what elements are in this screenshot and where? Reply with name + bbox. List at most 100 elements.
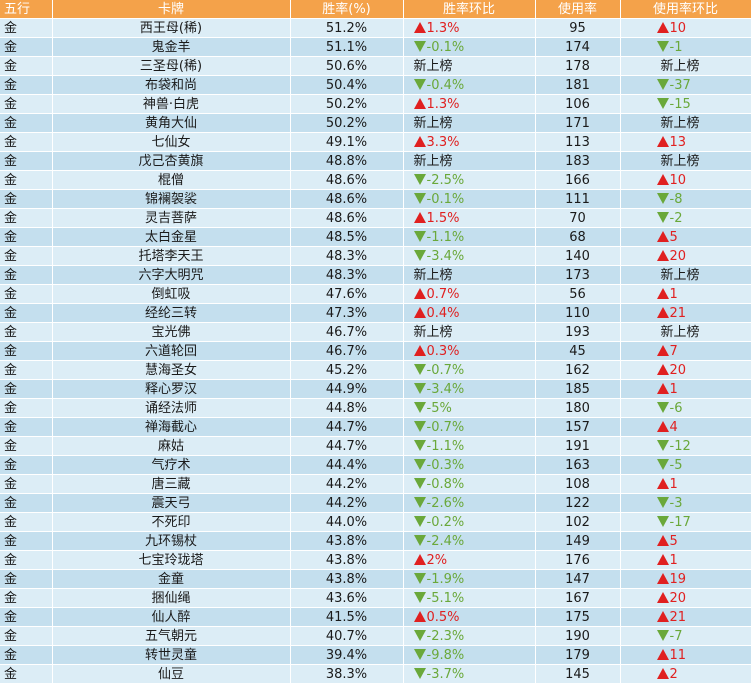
cell-winrate-change: 新上榜 <box>403 322 536 342</box>
cell-wuxing: 金 <box>0 645 53 665</box>
cell-wuxing: 金 <box>0 493 53 513</box>
cell-winrate: 48.6% <box>290 189 404 209</box>
cell-usage-change: 1 <box>620 474 751 494</box>
table-row: 金转世灵童 39.4% -9.8% 179 11 <box>0 645 751 665</box>
cell-card-name: 慧海圣女 <box>52 360 291 380</box>
cell-winrate-change: 新上榜 <box>403 56 536 76</box>
triangle-up-icon <box>656 382 669 394</box>
triangle-up-icon <box>656 363 669 375</box>
table-row: 金戊己杏黄旗 48.8% 新上榜 183 新上榜 <box>0 151 751 171</box>
triangle-down-icon <box>413 629 426 641</box>
table-row: 金灵吉菩萨 48.6% 1.5% 70 -2 <box>0 208 751 228</box>
triangle-down-icon <box>413 401 426 413</box>
cell-usage: 166 <box>535 170 621 190</box>
table-row: 金震天弓 44.2% -2.6% 122 -3 <box>0 493 751 513</box>
table-row: 金仙人醉 41.5% 0.5% 175 21 <box>0 607 751 627</box>
cell-usage-change: -3 <box>620 493 751 513</box>
cell-winrate-change: -9.8% <box>403 645 536 665</box>
cell-winrate: 48.6% <box>290 208 404 228</box>
cell-winrate: 46.7% <box>290 341 404 361</box>
cell-winrate-change: -1.9% <box>403 569 536 589</box>
usage-change-value: -37 <box>669 77 691 93</box>
winrate-change-value: -0.3% <box>426 457 465 473</box>
cell-usage-change: 新上榜 <box>620 151 751 171</box>
triangle-down-icon <box>656 515 669 527</box>
cell-wuxing: 金 <box>0 436 53 456</box>
cell-winrate-change: -0.1% <box>403 37 536 57</box>
triangle-down-icon <box>413 572 426 584</box>
triangle-up-icon <box>413 610 426 622</box>
usage-change-value: 2 <box>669 666 678 682</box>
cell-usage: 179 <box>535 645 621 665</box>
cell-card-name: 九环锡杖 <box>52 531 291 551</box>
triangle-up-icon <box>413 21 426 33</box>
triangle-down-icon <box>656 211 669 223</box>
triangle-down-icon <box>413 420 426 432</box>
cell-usage-change: 10 <box>620 170 751 190</box>
winrate-change-value: -5% <box>426 400 452 416</box>
winrate-change-value: 新上榜 <box>413 115 453 131</box>
header-card: 卡牌 <box>52 0 291 19</box>
winrate-change-value: 新上榜 <box>413 267 453 283</box>
cell-card-name: 西王母(稀) <box>52 18 291 38</box>
table-row: 金不死印 44.0% -0.2% 102 -17 <box>0 512 751 532</box>
cell-card-name: 太白金星 <box>52 227 291 247</box>
cell-winrate: 50.4% <box>290 75 404 95</box>
triangle-down-icon <box>656 401 669 413</box>
cell-card-name: 禅海截心 <box>52 417 291 437</box>
table-row: 金锦襕袈裟 48.6% -0.1% 111 -8 <box>0 189 751 209</box>
usage-change-value: 新上榜 <box>660 267 700 283</box>
cell-winrate-change: -0.4% <box>403 75 536 95</box>
cell-winrate: 44.8% <box>290 398 404 418</box>
cell-usage: 140 <box>535 246 621 266</box>
cell-usage: 191 <box>535 436 621 456</box>
cell-card-name: 棍僧 <box>52 170 291 190</box>
triangle-down-icon <box>413 496 426 508</box>
cell-wuxing: 金 <box>0 265 53 285</box>
usage-change-value: 11 <box>669 647 687 663</box>
table-row: 金托塔李天王 48.3% -3.4% 140 20 <box>0 246 751 266</box>
triangle-up-icon <box>413 97 426 109</box>
usage-change-value: 1 <box>669 552 678 568</box>
cell-wuxing: 金 <box>0 417 53 437</box>
cell-usage-change: 21 <box>620 607 751 627</box>
cell-card-name: 仙人醉 <box>52 607 291 627</box>
cell-usage: 70 <box>535 208 621 228</box>
cell-winrate: 50.6% <box>290 56 404 76</box>
header-winrate-change: 胜率环比 <box>403 0 536 19</box>
cell-card-name: 灵吉菩萨 <box>52 208 291 228</box>
triangle-down-icon <box>656 192 669 204</box>
table-row: 金诵经法师 44.8% -5% 180 -6 <box>0 398 751 418</box>
table-row: 金六道轮回 46.7% 0.3% 45 7 <box>0 341 751 361</box>
cell-winrate-change: 新上榜 <box>403 151 536 171</box>
cell-wuxing: 金 <box>0 474 53 494</box>
table-row: 金神兽·白虎 50.2% 1.3% 106 -15 <box>0 94 751 114</box>
cell-usage: 171 <box>535 113 621 133</box>
cell-card-name: 仙豆 <box>52 664 291 684</box>
winrate-change-value: -0.1% <box>426 191 465 207</box>
cell-card-name: 不死印 <box>52 512 291 532</box>
usage-change-value: -12 <box>669 438 691 454</box>
triangle-up-icon <box>413 135 426 147</box>
triangle-down-icon <box>413 591 426 603</box>
table-header: 五行 卡牌 胜率(%) 胜率环比 使用率 使用率环比 <box>0 0 751 19</box>
cell-card-name: 震天弓 <box>52 493 291 513</box>
cell-usage-change: 5 <box>620 227 751 247</box>
cell-winrate-change: -2.6% <box>403 493 536 513</box>
triangle-up-icon <box>656 572 669 584</box>
triangle-up-icon <box>656 173 669 185</box>
cell-wuxing: 金 <box>0 664 53 684</box>
triangle-up-icon <box>413 306 426 318</box>
cell-card-name: 捆仙绳 <box>52 588 291 608</box>
triangle-up-icon <box>656 287 669 299</box>
usage-change-value: 20 <box>669 362 687 378</box>
usage-change-value: 5 <box>669 229 678 245</box>
cell-card-name: 黄角大仙 <box>52 113 291 133</box>
cell-wuxing: 金 <box>0 512 53 532</box>
cell-winrate: 48.3% <box>290 246 404 266</box>
cell-winrate-change: -0.8% <box>403 474 536 494</box>
triangle-down-icon <box>413 534 426 546</box>
triangle-up-icon <box>656 420 669 432</box>
cell-winrate: 40.7% <box>290 626 404 646</box>
cell-usage-change: 20 <box>620 588 751 608</box>
